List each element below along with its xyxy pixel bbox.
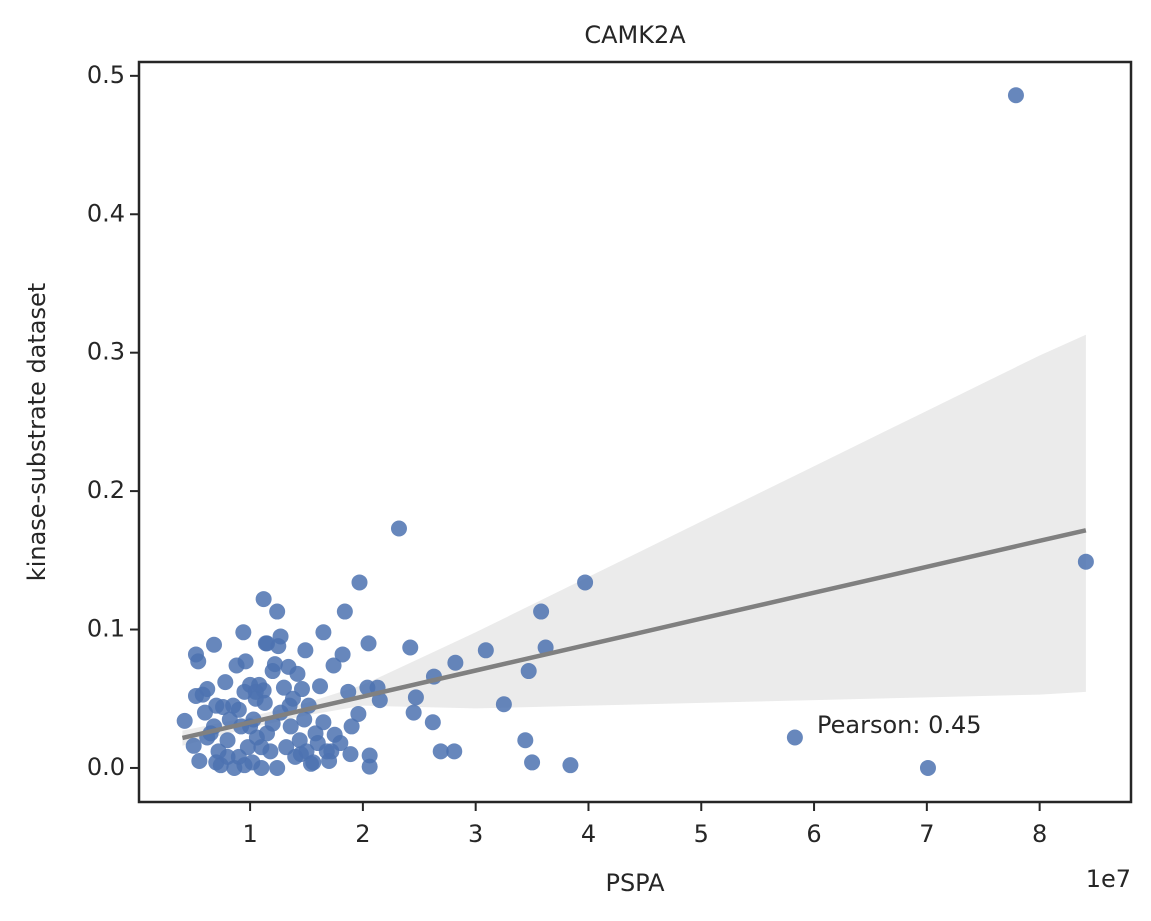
point	[282, 718, 299, 735]
x-offset-label: 1e7	[1086, 865, 1131, 893]
point	[296, 711, 313, 728]
point	[219, 732, 236, 749]
x-tick-label: 6	[806, 820, 821, 848]
chart-title: CAMK2A	[584, 21, 686, 49]
x-tick-label: 3	[468, 820, 483, 848]
point	[533, 603, 550, 620]
annotation: Pearson: 0.45	[817, 711, 982, 739]
point	[293, 681, 310, 698]
point	[350, 705, 367, 722]
point	[185, 737, 202, 754]
y-tick-label: 0.5	[87, 61, 125, 89]
point	[517, 732, 534, 749]
point	[235, 624, 252, 641]
point	[259, 635, 276, 652]
point	[424, 714, 441, 731]
point	[281, 697, 298, 714]
point	[432, 743, 449, 760]
point	[315, 624, 332, 641]
point	[1007, 87, 1024, 104]
point	[361, 758, 378, 775]
point	[253, 739, 270, 756]
x-tick-label: 7	[919, 820, 934, 848]
point	[256, 694, 273, 711]
point	[332, 735, 349, 752]
point	[402, 639, 419, 656]
x-tick-label: 1	[242, 820, 257, 848]
point	[446, 743, 463, 760]
point	[269, 603, 286, 620]
point	[303, 755, 320, 772]
point	[390, 520, 407, 537]
point	[520, 663, 537, 680]
x-tick-label: 8	[1032, 820, 1047, 848]
point	[562, 757, 579, 774]
point	[217, 674, 234, 691]
point	[360, 635, 377, 652]
point	[407, 689, 424, 706]
point	[190, 653, 207, 670]
point	[405, 704, 422, 721]
point	[292, 746, 309, 763]
point	[1077, 553, 1094, 570]
x-tick-label: 5	[694, 820, 709, 848]
point	[247, 683, 264, 700]
y-tick-label: 0.2	[87, 476, 125, 504]
point	[289, 665, 306, 682]
point	[495, 696, 512, 713]
point	[255, 591, 272, 608]
point	[359, 679, 376, 696]
point	[206, 636, 223, 653]
point	[371, 692, 388, 709]
point	[176, 712, 193, 729]
point	[524, 754, 541, 771]
point	[786, 729, 803, 746]
point	[919, 759, 936, 776]
fit-line	[181, 528, 1087, 741]
point	[315, 714, 332, 731]
point	[297, 642, 314, 659]
point	[342, 746, 359, 763]
x-tick-label: 4	[581, 820, 596, 848]
x-axis-label: PSPA	[605, 869, 665, 897]
plot-frame	[137, 60, 1133, 804]
point	[266, 656, 283, 673]
y-tick-label: 0.4	[87, 199, 125, 227]
point	[275, 679, 292, 696]
point	[236, 757, 253, 774]
point	[361, 747, 378, 764]
point	[219, 748, 236, 765]
point	[321, 753, 338, 770]
x-tick-label: 2	[355, 820, 370, 848]
confidence-band	[182, 334, 1086, 746]
point	[199, 681, 216, 698]
point	[312, 678, 329, 695]
point	[230, 701, 247, 718]
y-tick-label: 0.1	[87, 615, 125, 643]
y-tick-label: 0.0	[87, 753, 125, 781]
point	[577, 574, 594, 591]
point	[336, 603, 353, 620]
point	[191, 753, 208, 770]
point	[237, 653, 254, 670]
point	[253, 759, 270, 776]
point	[351, 574, 368, 591]
point	[343, 718, 360, 735]
point	[325, 657, 342, 674]
point	[269, 759, 286, 776]
y-tick-label: 0.3	[87, 338, 125, 366]
point	[447, 654, 464, 671]
point	[334, 646, 351, 663]
point	[477, 642, 494, 659]
point	[340, 683, 357, 700]
y-axis-label: kinase-substrate dataset	[23, 283, 51, 581]
